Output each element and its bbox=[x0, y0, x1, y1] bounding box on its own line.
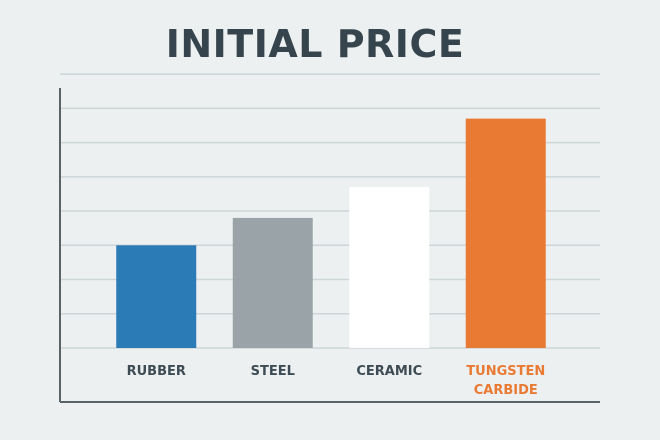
bar-ceramic bbox=[349, 187, 430, 348]
category-label: TUNGSTEN CARBIDE bbox=[466, 364, 545, 398]
category-label: CERAMIC bbox=[356, 364, 422, 379]
bar-tungsten-carbide bbox=[465, 118, 546, 348]
category-label: RUBBER bbox=[127, 364, 186, 379]
bars bbox=[116, 118, 546, 348]
category-label: STEEL bbox=[251, 364, 295, 379]
bar-steel bbox=[232, 217, 313, 348]
category-labels: RUBBER STEEL CERAMIC TUNGSTEN CARBIDE bbox=[127, 364, 546, 398]
chart-title: INITIAL PRICE bbox=[165, 22, 465, 66]
bar-rubber bbox=[116, 245, 197, 348]
